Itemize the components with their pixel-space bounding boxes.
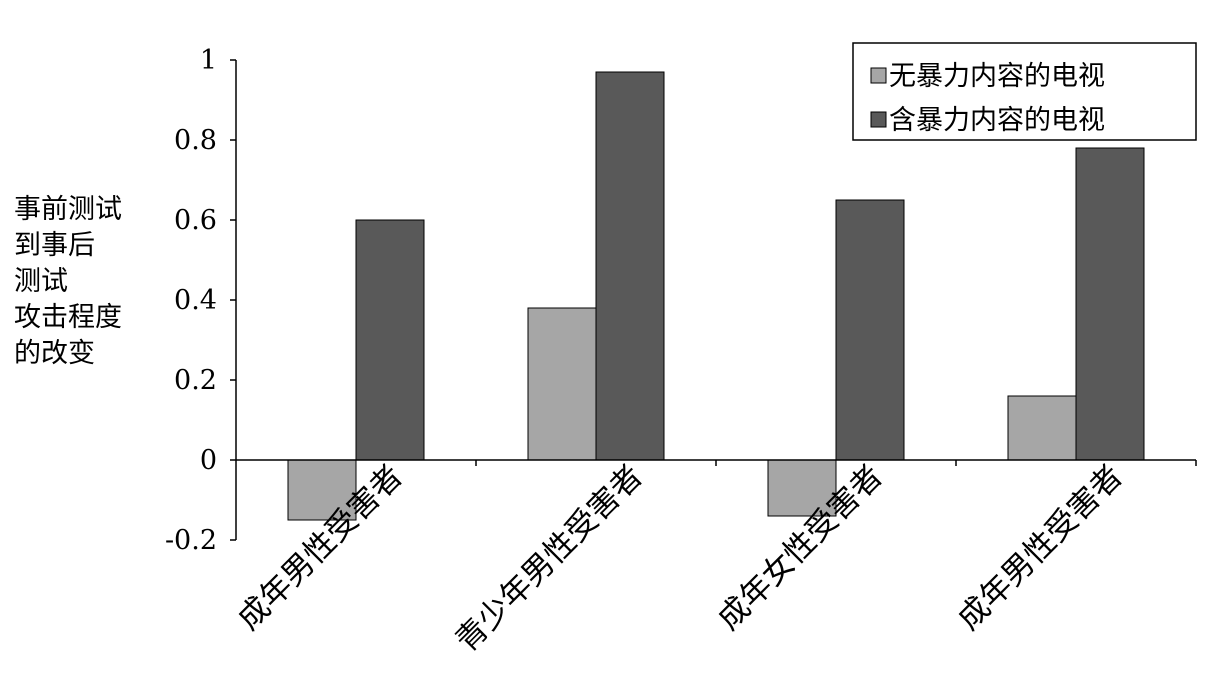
category-labels: 成年男性受害者 青少年男性受害者 成年女性受害者 成年男性受害者 — [231, 458, 1130, 659]
legend-swatch-no-violence — [870, 67, 887, 84]
bar-no-violence-0 — [287, 459, 357, 521]
y-tick-label: 1 — [200, 45, 217, 76]
legend-label-violence: 含暴力内容的电视 — [889, 105, 1105, 136]
y-axis-label-line: 事前测试 — [14, 194, 122, 225]
category-label: 成年男性受害者 — [951, 458, 1130, 637]
y-axis-label-line: 攻击程度 — [14, 302, 122, 333]
legend-box — [852, 42, 1197, 141]
y-tick-label: 0.4 — [174, 285, 217, 316]
bar-no-violence-1 — [527, 307, 597, 461]
bar-violence-2 — [835, 199, 905, 461]
x-ticks — [475, 460, 1197, 466]
y-axis-label: 事前测试 到事后 测试 攻击程度 的改变 — [14, 194, 122, 369]
y-axis-label-line: 测试 — [14, 266, 68, 297]
y-axis-label-line: 的改变 — [14, 338, 95, 369]
legend-label-no-violence: 无暴力内容的电视 — [889, 61, 1105, 92]
y-tick-label: -0.2 — [165, 525, 217, 556]
y-tick-label: 0.8 — [174, 125, 217, 156]
legend: 无暴力内容的电视 含暴力内容的电视 — [852, 42, 1197, 141]
y-tick-label: 0.6 — [174, 205, 217, 236]
legend-swatch-violence — [870, 111, 887, 128]
bar-violence-3 — [1075, 147, 1145, 461]
bar-no-violence-3 — [1007, 395, 1077, 461]
y-tick-label: 0 — [200, 445, 217, 476]
y-axis-label-line: 到事后 — [14, 230, 95, 261]
y-tick-label: 0.2 — [174, 365, 217, 396]
bar-no-violence-2 — [767, 459, 837, 517]
y-ticks — [230, 59, 236, 541]
category-label: 青少年男性受害者 — [449, 458, 650, 659]
bar-violence-1 — [595, 71, 665, 461]
bars — [287, 71, 1145, 521]
y-tick-labels: 1 0.8 0.6 0.4 0.2 0 -0.2 — [165, 45, 217, 556]
bar-violence-0 — [355, 219, 425, 461]
